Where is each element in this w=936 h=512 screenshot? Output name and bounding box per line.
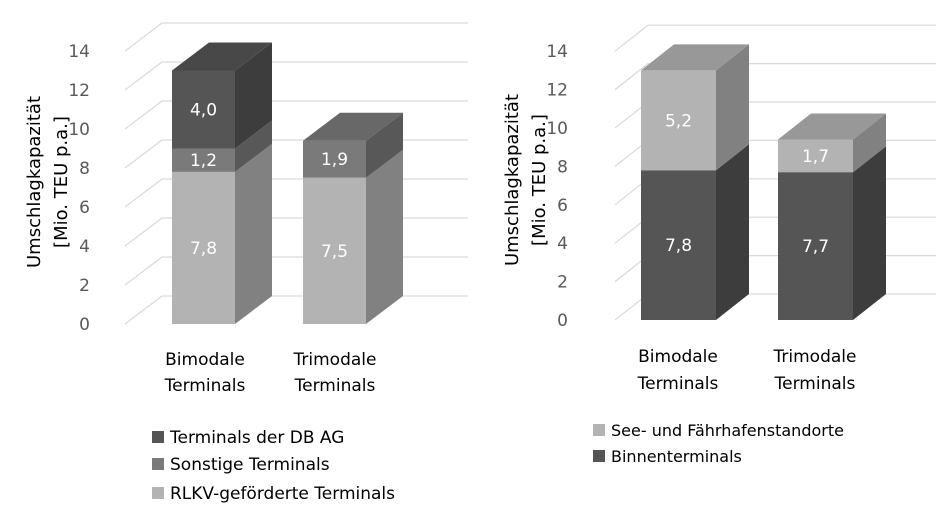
data-label: 5,2 <box>665 111 692 131</box>
legend-label: See- und Fährhafenstandorte <box>611 421 844 440</box>
y-tick-label: 2 <box>79 276 90 296</box>
chart-2: 0 2 4 6 8 10 12 14 Umschlagkapazität [Mio. TEU p.… <box>502 24 936 466</box>
data-label: 7,8 <box>665 236 692 256</box>
bar-segment-front <box>778 172 853 320</box>
bar-top <box>778 113 886 140</box>
y-tick-label: 12 <box>68 81 90 101</box>
gridline <box>124 100 468 130</box>
y-tick-label: 0 <box>79 315 90 335</box>
data-label: 7,5 <box>321 242 348 262</box>
bar-segment-side <box>366 149 403 324</box>
x-category-label: Bimodale <box>165 350 245 370</box>
y-axis-title: Umschlagkapazität <box>24 96 45 268</box>
y-tick-label: 4 <box>557 234 568 254</box>
data-label: 1,2 <box>190 151 217 171</box>
bar-segment-front <box>641 170 716 320</box>
bar-segment-front <box>172 171 235 324</box>
gridline <box>614 62 936 91</box>
bar-segment-side <box>235 120 272 172</box>
y-tick-label: 10 <box>68 120 90 140</box>
gridline <box>124 22 468 52</box>
x-category-label: Trimodale <box>773 347 857 367</box>
bar-segment-side <box>716 44 749 171</box>
y-tick-label: 12 <box>546 81 568 101</box>
bar-segment-front <box>303 140 366 178</box>
x-category-label: Terminals <box>774 374 856 394</box>
legend-swatch <box>593 424 605 436</box>
bar-segment-side <box>853 146 886 320</box>
bar-top <box>641 44 749 71</box>
legend-label: Terminals der DB AG <box>169 428 344 448</box>
data-label: 1,7 <box>802 147 829 167</box>
bar-segment-side <box>235 42 272 149</box>
gridline <box>614 24 936 52</box>
y-tick-label: 8 <box>557 157 568 177</box>
bar-segment-side <box>235 143 272 324</box>
y-tick-label: 2 <box>557 273 568 293</box>
y-tick-label: 0 <box>557 311 568 331</box>
y-tick-label: 6 <box>557 196 568 216</box>
legend-label: RLKV-geförderte Terminals <box>170 484 395 504</box>
y-tick-label: 6 <box>79 198 90 218</box>
bar-top <box>172 42 272 71</box>
bar-segment-side <box>366 112 403 178</box>
legend-label: Sonstige Terminals <box>170 455 330 475</box>
data-label: 7,7 <box>802 237 829 257</box>
data-label: 1,9 <box>321 150 348 170</box>
y-axis-title: [Mio. TEU p.a.] <box>529 114 550 246</box>
bar-top <box>303 112 403 141</box>
y-tick-label: 14 <box>546 42 568 62</box>
legend-swatch <box>152 431 164 443</box>
legend-swatch <box>152 487 164 499</box>
legend-swatch <box>593 450 605 462</box>
y-tick-label: 14 <box>68 42 90 62</box>
legend-swatch <box>152 458 164 470</box>
bar-segment-front <box>303 177 366 324</box>
y-axis-title: [Mio. TEU p.a.] <box>51 116 72 248</box>
y-tick-label: 4 <box>79 237 90 257</box>
y-tick-label: 10 <box>546 119 568 139</box>
x-category-label: Bimodale <box>638 347 718 367</box>
chart-1: 0 2 4 6 8 10 12 14 Umschlagkapazität [Mio. TEU p.… <box>24 22 468 504</box>
x-category-label: Terminals <box>294 376 376 396</box>
x-category-label: Terminals <box>164 376 246 396</box>
bar-segment-front <box>172 148 235 172</box>
x-category-label: Trimodale <box>293 350 377 370</box>
bar-segment-side <box>716 144 749 320</box>
y-tick-label: 8 <box>79 159 90 179</box>
bar-segment-side <box>853 113 886 173</box>
data-label: 7,8 <box>190 239 217 259</box>
x-category-label: Terminals <box>637 374 719 394</box>
bar-segment-front <box>641 70 716 171</box>
bar-segment-front <box>778 139 853 173</box>
y-axis-title: Umschlagkapazität <box>502 94 523 266</box>
bar-segment-front <box>172 70 235 149</box>
gridline <box>124 61 468 91</box>
legend-label: Binnenterminals <box>611 447 742 466</box>
data-label: 4,0 <box>190 101 217 121</box>
